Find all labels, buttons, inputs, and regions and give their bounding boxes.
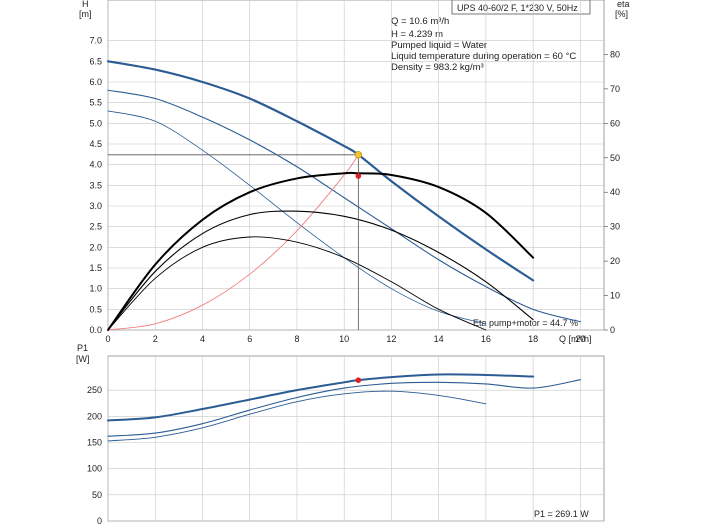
p1-axis-unit: [W] xyxy=(76,354,90,364)
h-tick-label: 6.0 xyxy=(89,77,102,87)
chart-title: UPS 40-60/2 F, 1*230 V, 50Hz xyxy=(457,3,578,13)
h-tick-label: 7.0 xyxy=(89,36,102,46)
p1-tick-label: 0 xyxy=(97,516,102,526)
x-tick-label: 18 xyxy=(528,334,538,344)
h-tick-label: 3.5 xyxy=(89,180,102,190)
power-duty-marker xyxy=(355,377,362,383)
h-tick-label: 2.0 xyxy=(89,242,102,252)
x-tick-label: 4 xyxy=(200,334,205,344)
markers-group xyxy=(108,151,363,383)
eta-tick-label: 10 xyxy=(610,291,620,301)
power-curve xyxy=(107,379,581,437)
eta-axis-label: eta xyxy=(617,0,630,9)
operating-point-marker xyxy=(354,151,363,159)
bottom-grid xyxy=(107,355,605,522)
x-tick-label: 10 xyxy=(339,334,349,344)
pump-head-curve xyxy=(106,60,535,282)
info-line-density: Density = 983.2 kg/m³ xyxy=(391,62,484,73)
x-tick-label: 8 xyxy=(294,334,299,344)
pump-head-curve xyxy=(107,89,581,323)
p1-tick-label: 50 xyxy=(92,490,102,500)
h-tick-label: 4.0 xyxy=(89,160,102,170)
power-curve xyxy=(107,390,487,442)
eta-tick-label: 50 xyxy=(610,153,620,163)
p1-axis-label: P1 xyxy=(77,343,88,353)
x-tick-label: 6 xyxy=(247,334,252,344)
eta-axis-unit: [%] xyxy=(615,9,628,19)
bottom-series-group xyxy=(107,373,581,442)
eta-tick-label: 0 xyxy=(610,325,615,335)
top-plot-frame xyxy=(107,0,605,331)
p1-tick-label: 250 xyxy=(87,385,102,395)
q-axis-label: Q [m³/h] xyxy=(559,334,592,344)
efficiency-duty-marker xyxy=(355,173,362,179)
h-tick-label: 1.0 xyxy=(89,284,102,294)
h-tick-label: 5.5 xyxy=(89,98,102,108)
h-axis-unit: [m] xyxy=(79,9,92,19)
h-tick-label: 1.5 xyxy=(89,263,102,273)
h-tick-label: 2.5 xyxy=(89,222,102,232)
h-tick-label: 5.0 xyxy=(89,118,102,128)
p1-tick-label: 150 xyxy=(87,438,102,448)
x-tick-label: 0 xyxy=(105,334,110,344)
eta-tick-label: 40 xyxy=(610,187,620,197)
p1-tick-label: 200 xyxy=(87,411,102,421)
h-axis-label: H xyxy=(82,0,89,9)
x-tick-label: 14 xyxy=(434,334,444,344)
bottom-tick-labels: 0 50 100 150 200 250 xyxy=(87,385,102,526)
info-line-q: Q = 10.6 m³/h xyxy=(391,16,449,27)
top-series-group xyxy=(106,60,581,331)
info-line-h: H = 4.239 m xyxy=(391,29,443,40)
h-tick-label: 4.5 xyxy=(89,139,102,149)
eta-tick-label: 70 xyxy=(610,84,620,94)
eta-tick-label: 60 xyxy=(610,118,620,128)
h-tick-label: 3.0 xyxy=(89,201,102,211)
efficiency-curve xyxy=(107,236,487,331)
eta-tick-label: 80 xyxy=(610,49,620,59)
efficiency-curve xyxy=(107,171,535,331)
top-grid xyxy=(107,0,605,331)
x-tick-label: 16 xyxy=(481,334,491,344)
efficiency-curve xyxy=(107,210,534,331)
eta-tick-label: 30 xyxy=(610,222,620,232)
pump-head-curve xyxy=(107,110,487,325)
h-tick-label: 0.5 xyxy=(89,304,102,314)
eta-result-label: Eta pump+motor = 44.7 % xyxy=(473,318,578,328)
info-line-liquid: Pumped liquid = Water xyxy=(391,40,487,51)
top-tick-labels: 0 2 4 6 8 10 12 14 16 18 20 0.0 0.5 1.0 1.5 2.0 2.5 3.0 3.… xyxy=(89,36,620,344)
x-tick-label: 2 xyxy=(153,334,158,344)
power-curve xyxy=(107,373,535,422)
x-tick-label: 12 xyxy=(386,334,396,344)
p1-tick-label: 100 xyxy=(87,464,102,474)
p1-result-label: P1 = 269.1 W xyxy=(534,509,589,519)
h-tick-label: 6.5 xyxy=(89,56,102,66)
info-block: Q = 10.6 m³/h H = 4.239 m Pumped liquid … xyxy=(391,16,576,73)
x-tick-label: 20 xyxy=(575,334,585,344)
title-box xyxy=(451,0,591,15)
h-tick-label: 0.0 xyxy=(89,325,102,335)
eta-tick-label: 20 xyxy=(610,256,620,266)
system-curve xyxy=(107,154,359,331)
info-line-temperature: Liquid temperature during operation = 60… xyxy=(391,51,576,62)
